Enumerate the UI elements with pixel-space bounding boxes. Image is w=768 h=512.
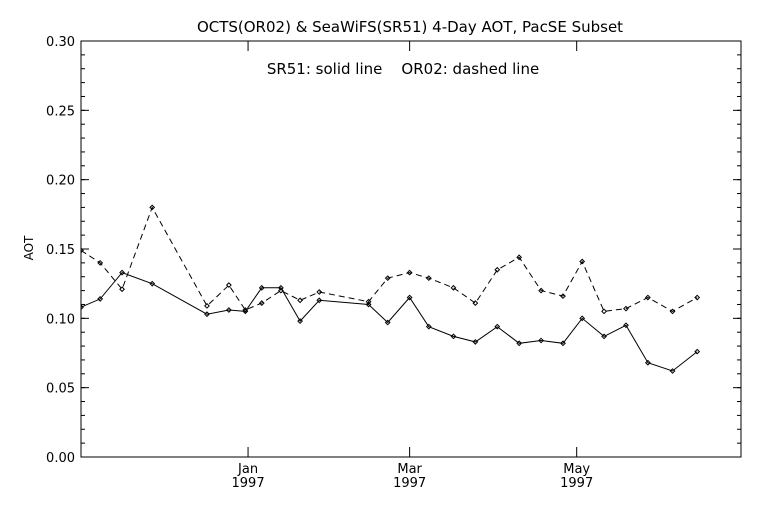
data-point-OR02 [425, 275, 432, 282]
data-point-OR02 [204, 302, 210, 309]
series-SR51 [81, 269, 701, 374]
data-point-OR02 [472, 300, 479, 306]
data-point-SR51 [278, 284, 284, 291]
data-point-SR51 [644, 359, 651, 366]
data-point-OR02 [384, 275, 391, 282]
data-point-OR02 [406, 269, 413, 276]
data-point-SR51 [579, 315, 586, 322]
y-tick-label: 0.00 [46, 451, 75, 466]
data-point-OR02 [225, 282, 232, 288]
data-point-SR51 [623, 322, 629, 329]
data-point-SR51 [225, 307, 232, 313]
data-point-OR02 [644, 294, 651, 301]
data-point-SR51 [560, 340, 566, 347]
data-point-OR02 [119, 286, 125, 293]
data-point-OR02 [669, 308, 676, 315]
data-point-OR02 [365, 298, 372, 305]
data-point-OR02 [258, 300, 265, 306]
data-point-SR51 [450, 333, 457, 340]
data-point-SR51 [384, 319, 391, 326]
x-tick-year: 1997 [560, 476, 593, 491]
data-point-SR51 [425, 323, 432, 330]
plot-frame [80, 40, 742, 458]
y-tick-label: 0.05 [46, 382, 75, 397]
x-tick-month: May [563, 462, 590, 477]
data-point-SR51 [365, 301, 372, 308]
data-point-OR02 [694, 294, 701, 301]
data-point-SR51 [97, 296, 104, 302]
y-tick-label: 0.15 [46, 243, 75, 258]
data-point-OR02 [297, 297, 303, 304]
data-point-SR51 [204, 311, 210, 318]
y-tick-label: 0.20 [46, 174, 75, 189]
x-tick-year: 1997 [232, 476, 265, 491]
x-tick-month: Jan [237, 462, 258, 477]
series-line-SR51 [81, 272, 698, 372]
y-tick-label: 0.30 [46, 35, 75, 50]
data-point-OR02 [579, 258, 586, 265]
data-point-SR51 [472, 338, 479, 345]
chart-title: OCTS(OR02) & SeaWiFS(SR51) 4-Day AOT, Pa… [197, 18, 623, 36]
data-point-SR51 [516, 340, 523, 347]
data-point-SR51 [316, 297, 323, 304]
series-OR02 [81, 204, 701, 315]
data-point-SR51 [119, 269, 125, 276]
x-tick-month: Mar [397, 462, 422, 477]
data-point-OR02 [494, 266, 501, 273]
data-point-SR51 [538, 337, 544, 344]
series-layer [81, 204, 701, 374]
chart-annotation: SR51: solid line OR02: dashed line [267, 60, 539, 78]
data-point-SR51 [258, 284, 265, 291]
data-point-SR51 [601, 333, 607, 340]
data-point-OR02 [149, 204, 156, 211]
data-point-SR51 [81, 304, 84, 311]
data-point-OR02 [516, 254, 523, 261]
series-line-OR02 [81, 206, 698, 312]
data-point-SR51 [406, 294, 413, 301]
y-axis: 0.00 0.05 0.10 0.15 0.20 0.25 0.30 [46, 35, 741, 466]
data-point-OR02 [81, 247, 84, 254]
data-point-OR02 [316, 289, 323, 295]
data-point-SR51 [669, 368, 676, 374]
data-point-SR51 [494, 323, 501, 330]
data-point-SR51 [694, 348, 701, 355]
x-tick-year: 1997 [393, 476, 426, 491]
y-axis-label: AOT [22, 235, 36, 260]
data-point-OR02 [623, 305, 629, 312]
data-point-OR02 [242, 307, 249, 313]
data-point-OR02 [278, 287, 284, 294]
data-point-OR02 [601, 308, 607, 315]
data-point-OR02 [97, 259, 104, 266]
data-point-SR51 [149, 280, 156, 287]
data-point-OR02 [450, 284, 457, 291]
data-point-OR02 [560, 293, 566, 300]
y-tick-label: 0.10 [46, 312, 75, 327]
data-point-OR02 [538, 287, 544, 294]
y-tick-label: 0.25 [46, 104, 75, 119]
data-point-SR51 [297, 318, 303, 325]
